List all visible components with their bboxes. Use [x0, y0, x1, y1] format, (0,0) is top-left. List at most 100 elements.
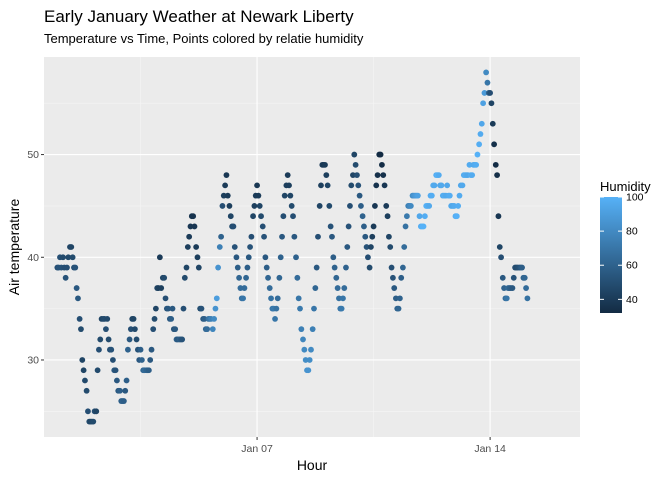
legend-tick-label: 60: [626, 260, 638, 272]
data-point: [265, 274, 271, 281]
data-point: [365, 254, 371, 261]
data-point: [268, 295, 274, 302]
data-point: [459, 182, 466, 189]
data-point: [168, 315, 175, 322]
data-point: [151, 315, 158, 322]
data-point: [384, 213, 391, 220]
data-point: [198, 305, 205, 312]
data-point: [131, 326, 138, 333]
data-point: [495, 213, 502, 220]
data-point: [480, 100, 487, 107]
data-point: [212, 305, 219, 312]
data-point: [262, 254, 269, 261]
data-point: [313, 264, 320, 271]
data-point: [301, 346, 308, 353]
y-tick-label: 30: [27, 354, 39, 366]
data-point: [366, 264, 373, 271]
data-point: [72, 264, 79, 271]
data-point: [519, 264, 525, 271]
data-point: [363, 244, 370, 250]
data-point: [112, 367, 119, 374]
data-point: [258, 213, 264, 220]
data-point: [76, 315, 83, 322]
data-point: [354, 172, 360, 179]
data-point: [344, 244, 351, 250]
data-point: [158, 285, 165, 291]
data-point: [156, 254, 163, 261]
data-point: [273, 305, 280, 312]
data-point: [256, 203, 263, 209]
data-point: [231, 244, 238, 250]
data-point: [379, 161, 385, 168]
data-point: [193, 244, 200, 250]
data-point: [83, 387, 90, 394]
y-tick-label: 40: [27, 252, 39, 264]
data-point: [416, 213, 423, 220]
data-point: [114, 377, 120, 384]
data-point: [82, 377, 88, 384]
data-point: [125, 346, 131, 353]
data-point: [191, 223, 198, 230]
data-point: [407, 203, 414, 209]
data-point: [190, 213, 197, 220]
data-point: [523, 285, 529, 291]
data-point: [110, 357, 116, 363]
data-point: [377, 151, 384, 158]
data-point: [172, 326, 179, 333]
data-point: [380, 172, 387, 179]
data-point: [350, 172, 356, 179]
data-point: [133, 336, 140, 343]
data-point: [68, 244, 75, 250]
data-point: [524, 295, 531, 302]
data-point: [295, 295, 302, 302]
data-point: [347, 203, 353, 209]
data-point: [478, 120, 485, 127]
data-point: [183, 264, 190, 271]
data-point: [510, 274, 517, 281]
data-point: [237, 285, 244, 291]
data-point: [308, 346, 314, 353]
data-point: [93, 408, 100, 415]
data-point: [152, 305, 159, 312]
data-point: [138, 357, 145, 363]
data-point: [277, 254, 284, 261]
data-point: [78, 326, 84, 333]
data-point: [259, 223, 266, 230]
data-point: [147, 357, 154, 363]
data-point: [359, 213, 366, 220]
data-point: [431, 182, 438, 189]
data-point: [62, 274, 69, 281]
data-point: [345, 223, 352, 230]
data-point: [126, 336, 133, 343]
plot-panel: [44, 57, 580, 437]
data-point: [456, 192, 463, 199]
data-point: [352, 161, 359, 168]
data-point: [248, 233, 255, 240]
data-point: [211, 315, 218, 322]
data-point: [294, 274, 301, 281]
data-point: [251, 203, 258, 209]
y-axis: 30 40 50: [27, 149, 44, 366]
data-point: [453, 213, 460, 220]
data-point: [492, 161, 499, 168]
data-point: [311, 305, 317, 312]
data-point: [401, 244, 408, 250]
data-point: [334, 285, 341, 291]
data-point: [414, 192, 421, 199]
data-point: [243, 274, 249, 281]
data-point: [255, 192, 262, 199]
data-point: [186, 233, 193, 240]
data-point: [488, 100, 495, 107]
data-point: [318, 182, 324, 189]
data-point: [280, 213, 287, 220]
data-point: [509, 285, 516, 291]
data-point: [390, 274, 396, 281]
data-point: [286, 182, 292, 189]
data-point: [150, 326, 157, 333]
data-point: [219, 203, 226, 209]
data-point: [121, 398, 127, 404]
data-point: [383, 203, 390, 209]
data-point: [362, 233, 369, 240]
data-point: [272, 315, 278, 322]
